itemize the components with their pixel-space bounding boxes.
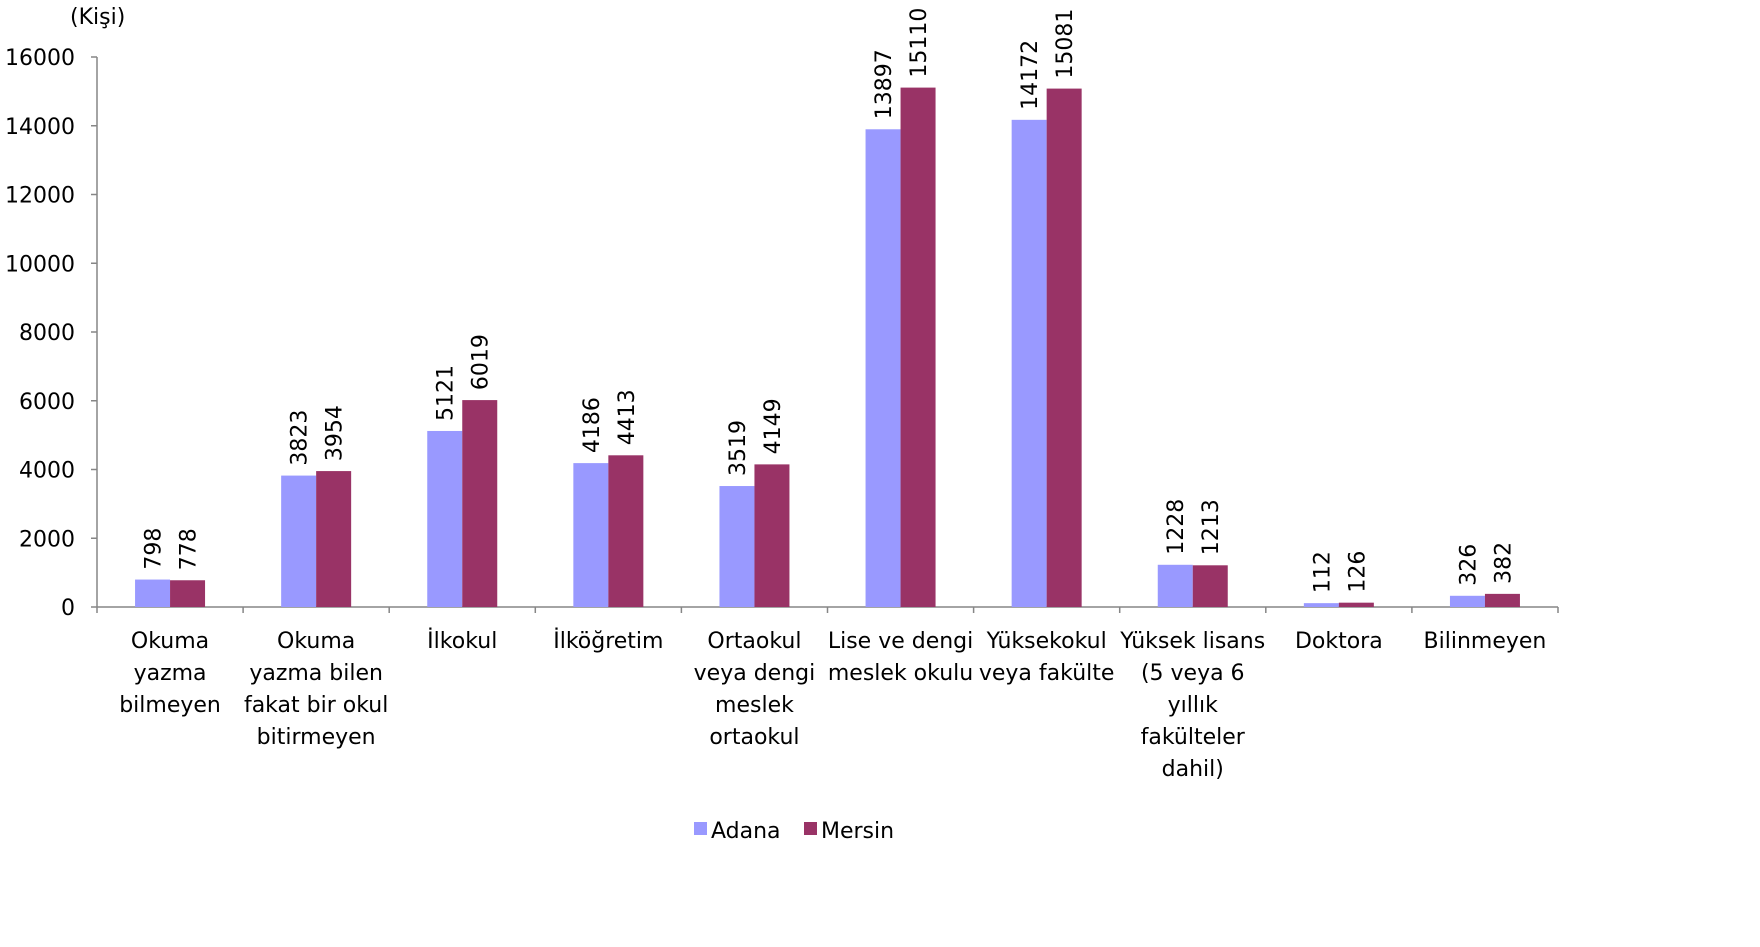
bar-adana	[1449, 595, 1485, 607]
bar-mersin	[1484, 593, 1520, 607]
data-label-mersin: 4149	[761, 398, 786, 454]
category-labels: Okuma yazma bilmeyen Okuma yazma bilen fakat …	[119, 628, 1546, 782]
legend: Adana Mersin	[694, 819, 894, 844]
data-label-mersin: 778	[177, 528, 202, 570]
data-label-mersin: 6019	[469, 334, 494, 390]
y-tick-label: 12000	[5, 184, 75, 209]
data-label-adana: 4186	[580, 397, 605, 453]
category-label: Bilinmeyen	[1424, 629, 1547, 654]
legend-swatch-adana	[694, 822, 707, 835]
legend-label-adana: Adana	[711, 819, 781, 844]
bar-adana	[135, 579, 171, 607]
category-label: Lise ve dengi meslek okulu	[828, 629, 973, 686]
category-label: Yüksekokul veya fakülte	[979, 629, 1115, 686]
legend-swatch-mersin	[804, 822, 817, 835]
y-tick-label: 2000	[19, 527, 75, 552]
bar-mersin	[608, 455, 644, 607]
data-label-mersin: 126	[1345, 551, 1370, 593]
data-label-mersin: 3954	[323, 405, 348, 461]
data-label-adana: 112	[1310, 551, 1335, 593]
category-label: Yüksek lisans (5 veya 6 yıllık fakülteler da…	[1119, 629, 1265, 782]
data-label-mersin: 1213	[1199, 499, 1224, 555]
data-label-adana: 3519	[726, 420, 751, 476]
y-tick-label: 8000	[19, 321, 75, 346]
bar-adana	[281, 475, 317, 607]
bar-adana	[1157, 564, 1193, 607]
data-label-mersin: 15081	[1053, 9, 1078, 79]
bar-adana	[427, 430, 463, 607]
bar-adana	[1303, 603, 1339, 607]
bar-adana	[1011, 119, 1047, 608]
y-tick-label: 10000	[5, 252, 75, 277]
y-tick-label: 0	[61, 596, 75, 621]
category-label: İlkokul	[427, 628, 497, 654]
data-label-adana: 798	[142, 528, 167, 570]
bar-mersin	[462, 400, 498, 607]
data-labels: 798 3823 5121 4186 3519 13897 14172 1228 112 326 7…	[142, 8, 1517, 594]
y-tick-label: 4000	[19, 459, 75, 484]
bar-mersin	[900, 87, 936, 607]
data-label-mersin: 4413	[615, 389, 640, 445]
bar-mersin	[170, 580, 206, 607]
data-label-adana: 1228	[1164, 499, 1189, 555]
y-tick-labels: 0 2000 4000 6000 8000 10000 12000 14000 16000	[5, 46, 75, 621]
y-axis-unit-label: (Kişi)	[70, 5, 125, 30]
category-label: Ortaokul veya dengi meslek ortaokul	[694, 629, 816, 750]
data-label-adana: 326	[1456, 544, 1481, 586]
bars-group	[135, 87, 1520, 608]
bar-mersin	[316, 471, 352, 607]
bar-adana	[865, 129, 901, 607]
data-label-adana: 3823	[288, 410, 313, 466]
data-label-adana: 5121	[434, 365, 459, 421]
bar-adana	[719, 486, 755, 607]
y-tick-label: 6000	[19, 390, 75, 415]
data-label-adana: 14172	[1018, 40, 1043, 110]
bar-mersin	[1046, 88, 1082, 607]
legend-label-mersin: Mersin	[821, 819, 894, 844]
bar-mersin	[1192, 565, 1228, 607]
category-label: Doktora	[1295, 629, 1383, 654]
category-label: Okuma yazma bilen fakat bir okul bitirmeyen	[244, 629, 388, 750]
data-label-adana: 13897	[872, 49, 897, 119]
data-label-mersin: 382	[1491, 542, 1516, 584]
bar-mersin	[1338, 602, 1374, 607]
category-label: Okuma yazma bilmeyen	[119, 629, 221, 718]
y-tick-label: 16000	[5, 46, 75, 71]
bar-mersin	[754, 464, 790, 607]
y-tick-label: 14000	[5, 115, 75, 140]
data-label-mersin: 15110	[907, 8, 932, 78]
bar-adana	[573, 463, 609, 607]
category-label: İlköğretim	[553, 628, 663, 654]
